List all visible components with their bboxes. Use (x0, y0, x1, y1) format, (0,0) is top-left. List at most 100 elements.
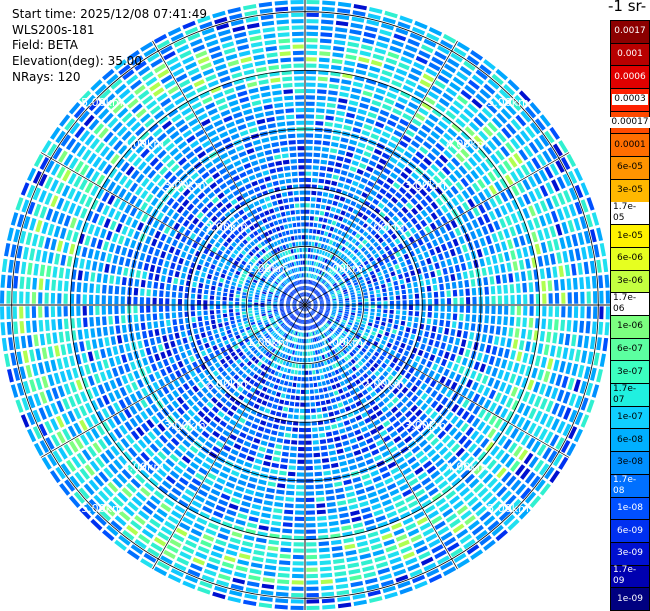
range-gate-cell (544, 255, 550, 266)
range-gate-cell (121, 247, 127, 256)
range-gate-cell (216, 301, 220, 305)
range-gate-cell (240, 547, 251, 554)
range-gate-cell (133, 297, 137, 304)
range-gate-cell (109, 326, 114, 335)
range-gate-cell (119, 399, 127, 409)
range-gate-cell (286, 362, 290, 367)
range-gate-cell (197, 306, 201, 311)
range-gate-cell (352, 305, 356, 307)
range-gate-cell (306, 114, 314, 118)
range-gate-cell (229, 313, 233, 317)
range-gate-cell (373, 328, 378, 332)
range-gate-cell (306, 415, 311, 419)
range-gate-cell (280, 464, 288, 469)
range-gate-cell (204, 290, 209, 295)
range-gate-cell (225, 280, 230, 284)
range-gate-cell (172, 212, 179, 220)
range-gate-cell (435, 246, 441, 253)
range-gate-cell (560, 320, 565, 331)
range-gate-cell (216, 338, 221, 343)
range-gate-cell (458, 236, 465, 244)
range-gate-cell (449, 231, 456, 239)
range-gate-cell (363, 315, 367, 318)
range-gate-cell (201, 254, 207, 260)
range-gate-cell (170, 373, 177, 381)
range-gate-cell (226, 401, 233, 408)
range-gate-cell (250, 510, 260, 516)
range-gate-cell (366, 209, 372, 215)
range-gate-cell (406, 401, 413, 408)
range-gate-cell (345, 298, 349, 300)
range-gate-cell (130, 183, 138, 193)
range-gate-cell (493, 221, 500, 231)
range-gate-cell (325, 426, 331, 431)
range-gate-cell (473, 207, 481, 216)
range-gate-cell (339, 301, 343, 303)
range-gate-cell (79, 341, 85, 351)
range-gate-cell (226, 367, 232, 373)
range-gate-cell (383, 586, 396, 593)
range-gate-cell (162, 268, 167, 275)
range-gate-cell (353, 127, 362, 133)
range-gate-cell (568, 220, 575, 233)
range-gate-cell (457, 273, 462, 280)
range-gate-cell (605, 275, 610, 288)
range-gate-cell (294, 530, 304, 534)
range-gate-cell (125, 384, 132, 393)
range-gate-cell (116, 276, 121, 285)
range-gate-cell (291, 370, 295, 375)
range-gate-cell (197, 311, 201, 316)
range-gate-cell (345, 486, 354, 492)
range-gate-cell (218, 262, 223, 267)
range-gate-cell (343, 479, 352, 485)
range-gate-cell (153, 298, 157, 305)
range-gate-cell (426, 361, 432, 368)
range-gate-cell (211, 320, 216, 325)
range-gate-cell (364, 151, 372, 157)
range-gate-cell (388, 319, 393, 323)
range-gate-cell (248, 305, 252, 307)
range-gate-cell (383, 336, 388, 341)
range-gate-cell (599, 306, 603, 319)
range-gate-cell (335, 162, 342, 167)
range-gate-cell (472, 382, 479, 391)
range-gate-cell (306, 491, 314, 495)
range-gate-cell (50, 360, 57, 372)
range-gate-cell (168, 219, 175, 227)
range-gate-cell (248, 311, 252, 314)
range-gate-cell (312, 434, 318, 438)
range-gate-cell (471, 323, 476, 331)
range-gate-cell (352, 308, 356, 310)
range-gate-cell (170, 262, 176, 269)
range-gate-cell (226, 482, 235, 489)
range-gate-cell (322, 13, 335, 18)
range-gate-cell (314, 465, 321, 470)
range-gate-cell (108, 392, 116, 402)
range-gate-cell (396, 146, 405, 153)
range-gate-cell (449, 174, 458, 183)
range-gate-cell (275, 444, 282, 449)
range-gate-cell (202, 406, 209, 413)
range-gate-cell (572, 364, 579, 377)
range-gate-cell (346, 556, 358, 562)
range-gate-cell (523, 405, 531, 416)
range-gate-cell (228, 455, 236, 462)
range-gate-cell (282, 452, 289, 457)
range-gate-cell (220, 359, 226, 365)
range-gate-cell (414, 467, 423, 475)
range-gate-cell (348, 146, 356, 152)
range-gate-cell (184, 260, 190, 266)
range-gate-cell (262, 434, 269, 440)
range-gate-cell (145, 366, 152, 374)
range-gate-cell (438, 350, 444, 357)
range-gate-cell (309, 229, 313, 233)
range-gate-cell (554, 319, 559, 330)
range-gate-cell (306, 523, 316, 527)
range-gate-cell (236, 291, 241, 295)
range-gate-cell (342, 164, 349, 170)
range-gate-cell (356, 489, 365, 495)
range-gate-cell (283, 516, 293, 521)
range-gate-cell (552, 266, 557, 277)
range-gate-cell (390, 305, 394, 309)
range-gate-cell (374, 253, 379, 258)
